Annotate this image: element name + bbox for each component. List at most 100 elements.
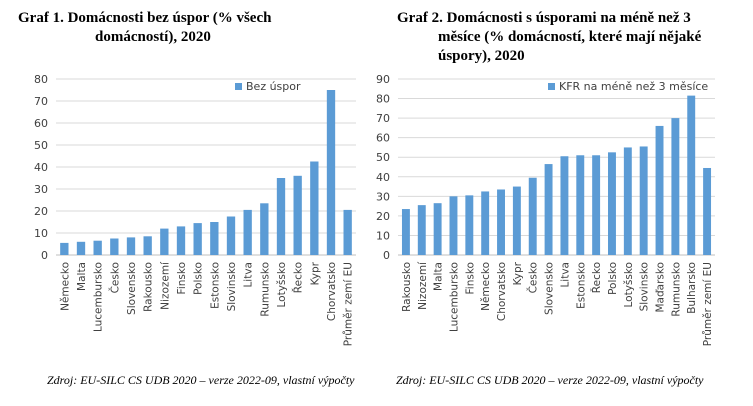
chart1-xtick-label: Průměr zemí EU bbox=[343, 262, 355, 346]
chart1-bar bbox=[110, 238, 119, 255]
chart2-bar bbox=[433, 203, 442, 255]
chart1-bar bbox=[93, 240, 102, 255]
chart1-xtick-label: Lotyšsko bbox=[276, 262, 288, 308]
chart2-title-line1: Graf 2. Domácnosti s úsporami na méně ne… bbox=[397, 10, 691, 26]
chart1-bar bbox=[343, 209, 352, 255]
chart1-title-line2: domácností), 2020 bbox=[95, 29, 211, 45]
chart2-bar bbox=[528, 177, 537, 255]
chart2-bar bbox=[512, 186, 521, 255]
chart2-xtick-label: Litva bbox=[559, 262, 571, 288]
chart2-ytick-label: 30 bbox=[376, 190, 390, 203]
chart2-bar bbox=[560, 156, 569, 255]
chart2-ytick-label: 80 bbox=[376, 93, 390, 106]
chart1-bar bbox=[260, 203, 269, 255]
chart1-xtick-label: Polsko bbox=[193, 262, 205, 295]
chart2-xtick-label: Německo bbox=[480, 262, 492, 311]
chart1-xtick-label: Estonsko bbox=[209, 262, 221, 309]
chart1-ytick-label: 80 bbox=[34, 73, 48, 86]
chart2-xtick-label: Česko bbox=[527, 262, 540, 293]
chart2-bar bbox=[401, 209, 410, 255]
chart1-xtick-label: Chorvatsko bbox=[326, 262, 338, 321]
chart2-source: Zdroj: EU-SILC CS UDB 2020 – verze 2022-… bbox=[396, 373, 704, 387]
chart2-bar bbox=[608, 152, 616, 255]
chart1-bar bbox=[76, 241, 86, 255]
chart1-bar bbox=[310, 161, 319, 255]
chart2-bar bbox=[497, 189, 505, 255]
chart2-xtick-label: Průměr zemí EU bbox=[702, 262, 714, 346]
chart2-xtick-label: Lucembursko bbox=[448, 262, 460, 332]
chart2-xtick-label: Řecko bbox=[590, 262, 603, 293]
chart2-bar bbox=[687, 95, 696, 255]
chart1-xtick-label: Finsko bbox=[176, 262, 188, 294]
chart1-xtick-label: Malta bbox=[76, 262, 88, 291]
chart2-xtick-label: Nizozemí bbox=[417, 261, 429, 310]
chart2-bar bbox=[639, 146, 648, 255]
chart1-xtick-label: Rumunsko bbox=[259, 262, 271, 317]
chart2-xtick-label: Bulharsko bbox=[686, 262, 698, 314]
chart2-title-line3: úspory), 2020 bbox=[438, 48, 525, 64]
chart1-bar bbox=[143, 236, 152, 255]
chart1-ytick-label: 10 bbox=[34, 227, 48, 240]
chart1-bar bbox=[193, 223, 202, 255]
chart2-xtick-label: Kypr bbox=[512, 261, 524, 285]
chart2-xtick-label: Malta bbox=[433, 262, 445, 291]
chart1-xtick-label: Rakousko bbox=[143, 262, 155, 312]
chart1-bar bbox=[176, 226, 186, 255]
chart1-bar bbox=[326, 90, 336, 255]
chart1-bar bbox=[160, 228, 169, 255]
chart1-ytick-label: 20 bbox=[34, 205, 48, 218]
chart2-xtick-label: Lotyšsko bbox=[623, 262, 635, 308]
chart2-bar bbox=[623, 147, 632, 255]
chart1-xtick-label: Slovensko bbox=[126, 262, 138, 315]
chart2-bar bbox=[576, 155, 585, 255]
chart1-title: Graf 1. Domácnosti bez úspor (% všech do… bbox=[18, 9, 363, 47]
chart2-ytick-label: 40 bbox=[376, 171, 390, 184]
chart2-xtick-label: Chorvatsko bbox=[496, 262, 508, 321]
chart2-xtick-label: Polsko bbox=[607, 262, 619, 295]
chart2-bar bbox=[417, 205, 426, 255]
chart2-ytick-label: 50 bbox=[376, 151, 390, 164]
chart2-ytick-label: 60 bbox=[376, 132, 390, 145]
chart1-ytick-label: 70 bbox=[34, 95, 48, 108]
chart2-ytick-label: 0 bbox=[383, 249, 390, 262]
chart1-xtick-label: Nizozemí bbox=[159, 261, 171, 310]
chart2-xtick-label: Slovinsko bbox=[639, 262, 651, 311]
chart2-bar bbox=[465, 195, 474, 255]
chart2-ytick-label: 10 bbox=[376, 229, 390, 242]
chart1-bar bbox=[210, 222, 219, 255]
chart1-bar bbox=[60, 242, 69, 255]
chart1-ytick-label: 0 bbox=[41, 249, 48, 262]
chart2-bar bbox=[481, 191, 490, 255]
chart1-ytick-label: 60 bbox=[34, 117, 48, 130]
chart2-xtick-label: Estonsko bbox=[575, 262, 587, 309]
chart2-xtick-label: Rakousko bbox=[401, 262, 413, 312]
chart1-xtick-label: Lucembursko bbox=[93, 262, 105, 332]
chart2-ytick-label: 20 bbox=[376, 210, 390, 223]
chart2-bar bbox=[671, 118, 680, 255]
chart2-xtick-label: Finsko bbox=[464, 262, 476, 294]
chart1-ytick-label: 50 bbox=[34, 139, 48, 152]
chart1-bar bbox=[276, 178, 286, 255]
chart2-bar bbox=[544, 164, 553, 255]
chart2-bar bbox=[655, 125, 664, 255]
chart1-xtick-label: Řecko bbox=[292, 262, 305, 293]
chart2-xtick-label: Maďarsko bbox=[655, 262, 667, 313]
chart2-ytick-label: 70 bbox=[376, 112, 390, 125]
chart1-bar bbox=[243, 209, 252, 255]
chart2-legend-swatch bbox=[548, 83, 555, 90]
chart1-legend-swatch bbox=[235, 83, 242, 90]
chart1-xtick-label: Slovinsko bbox=[226, 262, 238, 311]
chart1-legend-label: Bez úspor bbox=[246, 80, 301, 93]
chart1-title-line1: Graf 1. Domácnosti bez úspor (% všech bbox=[18, 10, 272, 26]
chart1-xtick-label: Litva bbox=[243, 262, 255, 288]
chart1-ytick-label: 30 bbox=[34, 183, 48, 196]
chart1-bar bbox=[126, 237, 136, 255]
chart1-xtick-label: Německo bbox=[59, 262, 71, 311]
chart1-bar bbox=[226, 216, 236, 255]
chart2-bar bbox=[703, 167, 712, 255]
chart2-title-line2: měsíce (% domácností, které mají nějaké bbox=[438, 29, 702, 45]
chart2-xtick-label: Slovensko bbox=[544, 262, 556, 315]
chart1-xtick-label: Kypr bbox=[309, 261, 321, 285]
chart2-bar bbox=[449, 196, 458, 255]
